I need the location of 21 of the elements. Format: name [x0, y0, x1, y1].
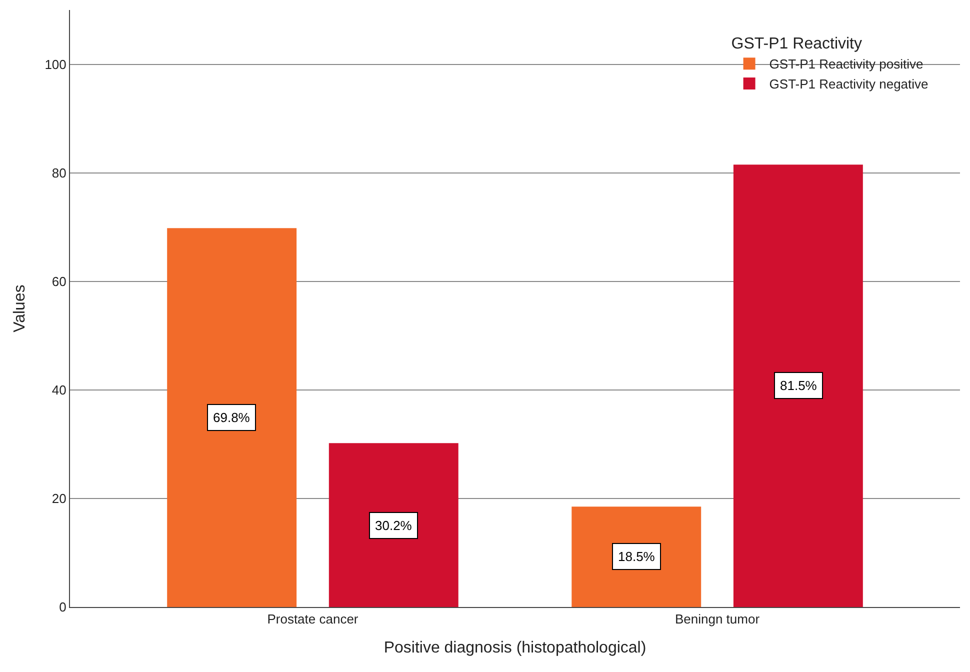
y-tick-label: 0 [59, 600, 66, 615]
bar [328, 443, 458, 607]
y-tick-label: 60 [52, 274, 66, 289]
x-tick-label: Prostate cancer [267, 612, 359, 627]
y-axis-title: Values [12, 284, 29, 332]
data-label: 69.8% [213, 410, 250, 425]
y-tick-label: 100 [44, 56, 66, 72]
data-label: 18.5% [618, 549, 656, 564]
legend-title: GST-P1 Reactivity [731, 36, 862, 53]
bar [572, 506, 702, 607]
x-tick-label: Beningn tumor [674, 612, 760, 627]
bar [733, 164, 863, 607]
y-tick-label: 20 [52, 491, 66, 506]
y-tick-label: 40 [52, 382, 66, 398]
x-axis-title: Positive diagnosis (histopathological) [384, 639, 646, 656]
legend-label: GST-P1 Reactivity negative [769, 76, 928, 92]
data-label: 81.5% [780, 378, 818, 393]
data-label: 30.2% [375, 518, 412, 533]
y-tick-label: 80 [52, 165, 66, 180]
legend-label: GST-P1 Reactivity positive [769, 56, 924, 72]
bar [167, 228, 297, 607]
